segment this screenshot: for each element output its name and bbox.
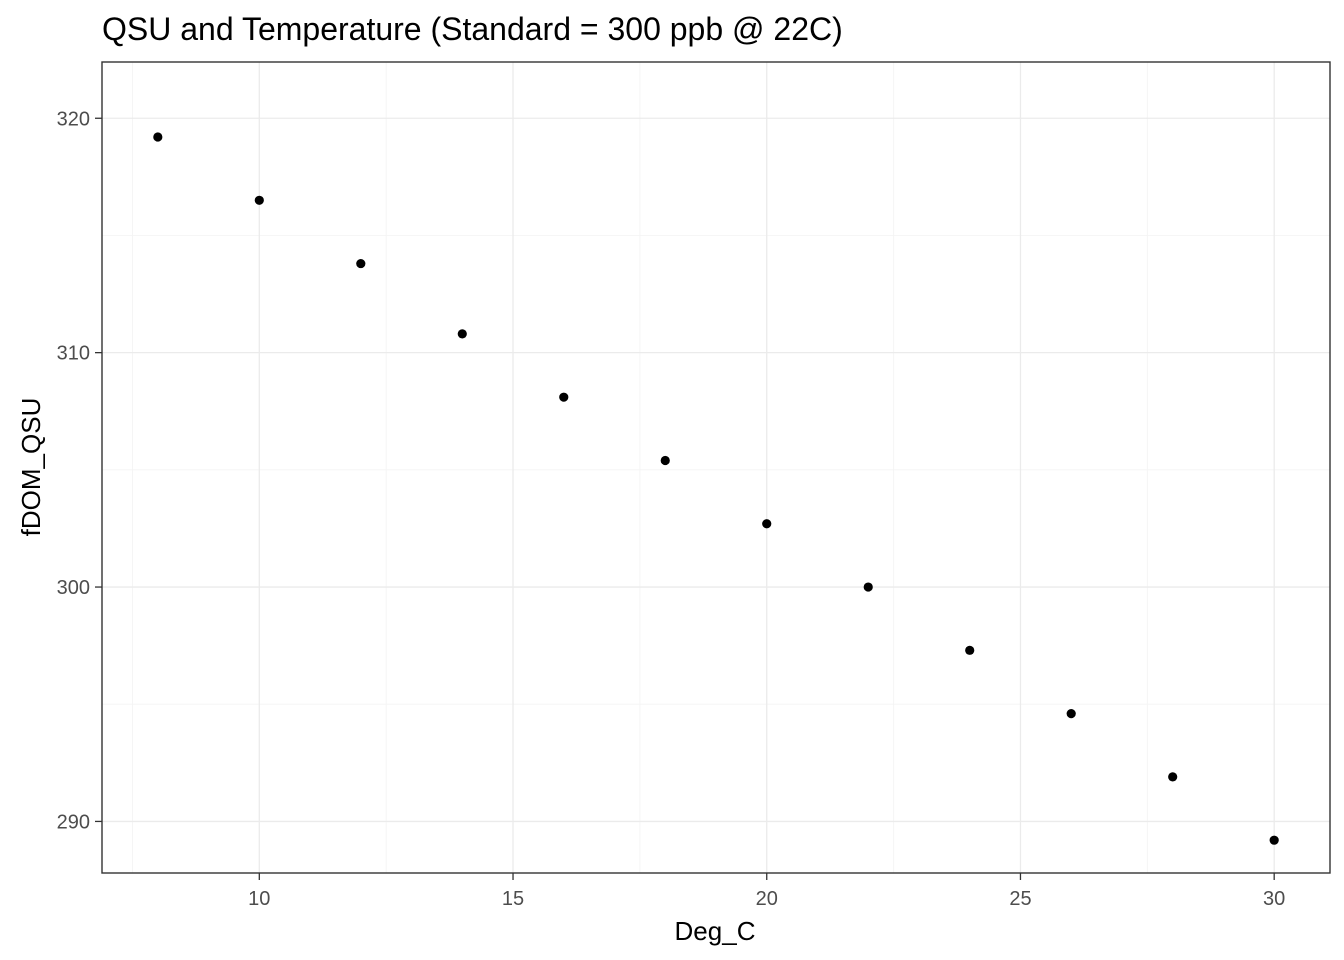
x-tick-label: 30 (1263, 888, 1285, 910)
data-point (559, 392, 569, 402)
data-point (356, 258, 366, 269)
y-axis: 290 300 310 320 (57, 108, 102, 833)
data-points (153, 132, 1279, 845)
y-tick-label: 310 (57, 343, 90, 365)
x-tick-label: 25 (1009, 888, 1031, 910)
data-point (1168, 772, 1178, 782)
x-axis: 10 15 20 25 30 (248, 873, 1285, 910)
y-tick-label: 300 (57, 577, 90, 599)
data-point (254, 195, 264, 205)
x-tick-label: 10 (248, 888, 270, 910)
data-point (1269, 835, 1279, 845)
data-point (762, 519, 772, 529)
x-tick-label: 15 (502, 888, 524, 910)
major-gridlines (102, 62, 1330, 873)
chart-title: QSU and Temperature (Standard = 300 ppb … (102, 11, 843, 47)
data-point (153, 132, 163, 142)
plot-panel-border (101, 61, 1331, 874)
y-tick-label: 290 (57, 811, 90, 833)
y-axis-title: fDOM_QSU (16, 398, 46, 537)
minor-gridlines (102, 62, 1330, 873)
data-point (660, 455, 670, 466)
y-tick-label: 320 (57, 108, 90, 130)
x-axis-title: Deg_C (675, 916, 756, 946)
data-point (1066, 709, 1076, 719)
data-point (457, 329, 467, 339)
data-point (863, 582, 873, 592)
x-tick-label: 20 (756, 888, 778, 910)
data-point (965, 645, 975, 655)
